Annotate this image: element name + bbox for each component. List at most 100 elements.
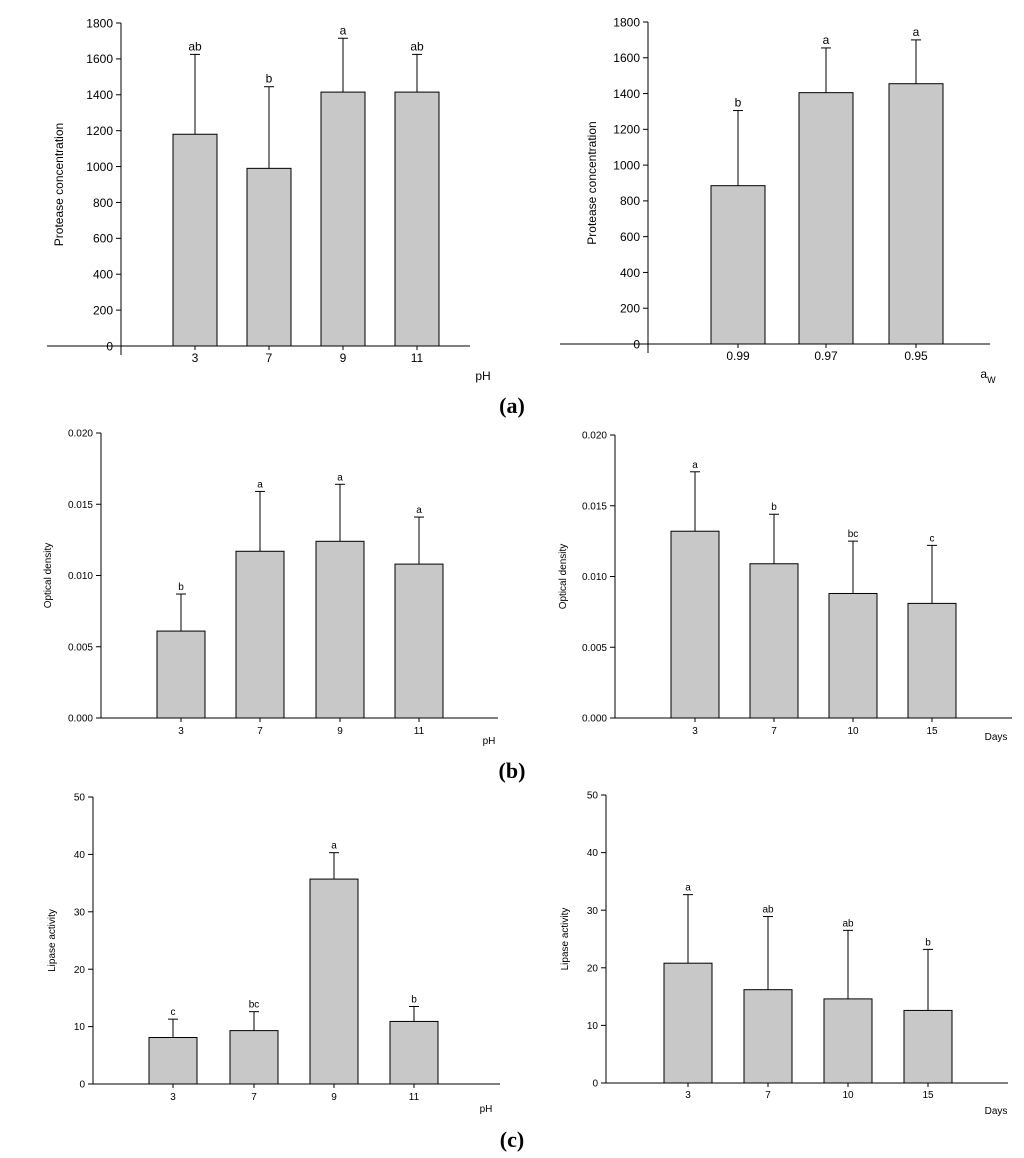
chart-c-days-y-tick-label: 30 — [587, 906, 599, 917]
chart-b-ph-y-tick-label: 0.010 — [68, 571, 93, 582]
chart-b-ph-sig-letter: a — [257, 479, 263, 490]
chart-a-aw-y-tick-label: 1800 — [613, 15, 640, 29]
chart-a-ph-y-tick-label: 600 — [93, 232, 113, 246]
chart-c-days-y-tick-label: 50 — [587, 791, 599, 802]
chart-a-ph-y-tick-label: 1000 — [86, 160, 113, 174]
chart-c-days-x-tick-label: 15 — [922, 1090, 934, 1101]
chart-a-ph-bar — [320, 91, 366, 347]
chart-a-aw-x-label: aW — [980, 367, 996, 385]
chart-c-ph-bar — [229, 1030, 279, 1085]
chart-a-aw-y-tick-label: 1400 — [613, 87, 640, 101]
chart-a-ph-bar — [394, 91, 440, 347]
chart-c-ph-x-label: pH — [480, 1104, 493, 1115]
chart-a-aw-y-tick-label: 400 — [620, 266, 640, 280]
chart-c-days-bar — [663, 962, 713, 1084]
panel-label-c: (c) — [499, 1127, 525, 1152]
chart-b-days-y-label: Optical density — [558, 544, 569, 610]
chart-b-days-sig-letter: c — [930, 533, 935, 544]
chart-c-ph-y-tick-label: 10 — [74, 1022, 86, 1033]
chart-c-days-y-tick-label: 40 — [587, 848, 599, 859]
chart-c-ph-x-tick-label: 7 — [251, 1092, 257, 1103]
chart-c-ph-x-tick-label: 9 — [331, 1092, 337, 1103]
chart-a-ph-x-label: pH — [475, 369, 490, 383]
chart-b-ph-sig-letter: a — [337, 472, 343, 483]
chart-a-ph-sig-letter: a — [340, 23, 347, 37]
chart-a-ph-x-tick-label: 7 — [266, 351, 273, 365]
chart-a-ph-y-tick-label: 1400 — [86, 88, 113, 102]
chart-c-days-y-tick-label: 20 — [587, 963, 599, 974]
chart-a-ph-bar — [246, 167, 292, 347]
chart-b-ph-y-label: Optical density — [43, 543, 54, 609]
chart-b-ph-bar — [394, 563, 444, 719]
chart-b-days-x-label: Days — [985, 732, 1008, 743]
chart-b-days-y-tick-label: 0.010 — [582, 572, 607, 583]
chart-b-days-sig-letter: b — [771, 502, 777, 513]
chart-a-ph-y-tick-label: 800 — [93, 196, 113, 210]
chart-c-days-x-tick-label: 10 — [842, 1090, 854, 1101]
chart-c-ph-x-tick-label: 3 — [170, 1092, 176, 1103]
chart-b-ph-x-tick-label: 9 — [337, 726, 343, 737]
chart-a-aw-x-tick-label: 0.99 — [726, 349, 750, 363]
chart-c-days-y-label: Lipase activity — [560, 908, 571, 971]
chart-c-ph-y-tick-label: 0 — [79, 1080, 85, 1091]
chart-a-aw-y-tick-label: 1600 — [613, 51, 640, 65]
panel-label-a: (a) — [499, 393, 525, 418]
chart-a-ph-sig-letter: ab — [410, 39, 424, 53]
chart-c-days-bar — [903, 1009, 953, 1084]
chart-b-ph-y-tick-label: 0.005 — [68, 642, 93, 653]
chart-a-ph-y-tick-label: 400 — [93, 268, 113, 282]
chart-a-ph-y-tick-label: 1200 — [86, 124, 113, 138]
chart-b-ph-bar — [315, 540, 365, 719]
chart-b-ph-sig-letter: a — [416, 505, 422, 516]
chart-b-ph-x-tick-label: 7 — [257, 726, 263, 737]
chart-b-days-x-tick-label: 3 — [692, 726, 698, 737]
chart-b-ph-y-tick-label: 0.015 — [68, 500, 93, 511]
chart-a-aw-bar — [798, 92, 854, 345]
chart-a-ph-x-tick-label: 9 — [340, 351, 347, 365]
chart-b-ph-y-tick-label: 0.020 — [68, 429, 93, 440]
chart-c-days-sig-letter: b — [925, 937, 931, 948]
chart-c-ph-y-label: Lipase activity — [47, 909, 58, 972]
chart-a-ph-y-label: Protease concentration — [52, 123, 66, 246]
chart-c-ph-bar — [309, 878, 359, 1085]
chart-a-ph-sig-letter: ab — [188, 39, 202, 53]
chart-a-ph-sig-letter: b — [266, 72, 273, 86]
chart-a-aw-bar — [888, 83, 944, 345]
chart-c-ph-x-tick-label: 11 — [409, 1092, 420, 1103]
chart-c-days-y-tick-label: 0 — [592, 1079, 598, 1090]
chart-b-ph-bar — [156, 630, 206, 719]
chart-c-ph-sig-letter: c — [171, 1007, 176, 1018]
chart-a-aw-y-tick-label: 600 — [620, 230, 640, 244]
chart-a-aw-x-label-subscript: W — [987, 375, 996, 385]
chart-c-days-y-tick-label: 10 — [587, 1021, 599, 1032]
chart-c-ph-bar — [148, 1037, 198, 1085]
chart-a-ph-y-tick-label: 1800 — [86, 16, 113, 30]
chart-b-days-bar — [907, 602, 957, 719]
chart-a-ph-y-tick-label: 1600 — [86, 52, 113, 66]
chart-c-ph-sig-letter: a — [331, 841, 337, 852]
chart-a-aw-sig-letter: a — [823, 33, 830, 47]
chart-a-aw-y-tick-label: 1000 — [613, 158, 640, 172]
chart-b-ph-x-label: pH — [483, 736, 496, 747]
chart-a-ph-y-tick-label: 0 — [106, 339, 113, 353]
chart-a-aw-y-tick-label: 200 — [620, 302, 640, 316]
chart-a-aw-y-label: Protease concentration — [585, 121, 599, 244]
chart-a-aw-x-tick-label: 0.97 — [814, 349, 838, 363]
chart-b-ph-bar — [235, 550, 285, 719]
chart-c-days-bar — [743, 989, 793, 1084]
chart-b-days-x-tick-label: 15 — [926, 726, 938, 737]
chart-b-ph-x-tick-label: 11 — [414, 726, 425, 737]
chart-a-aw-sig-letter: b — [735, 96, 742, 110]
chart-b-days-sig-letter: bc — [848, 529, 859, 540]
chart-a-aw-bar — [710, 185, 766, 345]
chart-c-ph-bar — [389, 1020, 439, 1085]
chart-c-days-sig-letter: ab — [842, 918, 854, 929]
chart-b-days-bar — [828, 592, 878, 719]
chart-a-aw-y-tick-label: 1200 — [613, 123, 640, 137]
chart-c-ph-y-tick-label: 30 — [74, 907, 86, 918]
chart-a-ph-x-tick-label: 11 — [411, 351, 424, 365]
chart-c-ph-y-tick-label: 50 — [74, 793, 86, 804]
chart-b-days-y-tick-label: 0.015 — [582, 501, 607, 512]
panel-label-b: (b) — [498, 758, 526, 783]
